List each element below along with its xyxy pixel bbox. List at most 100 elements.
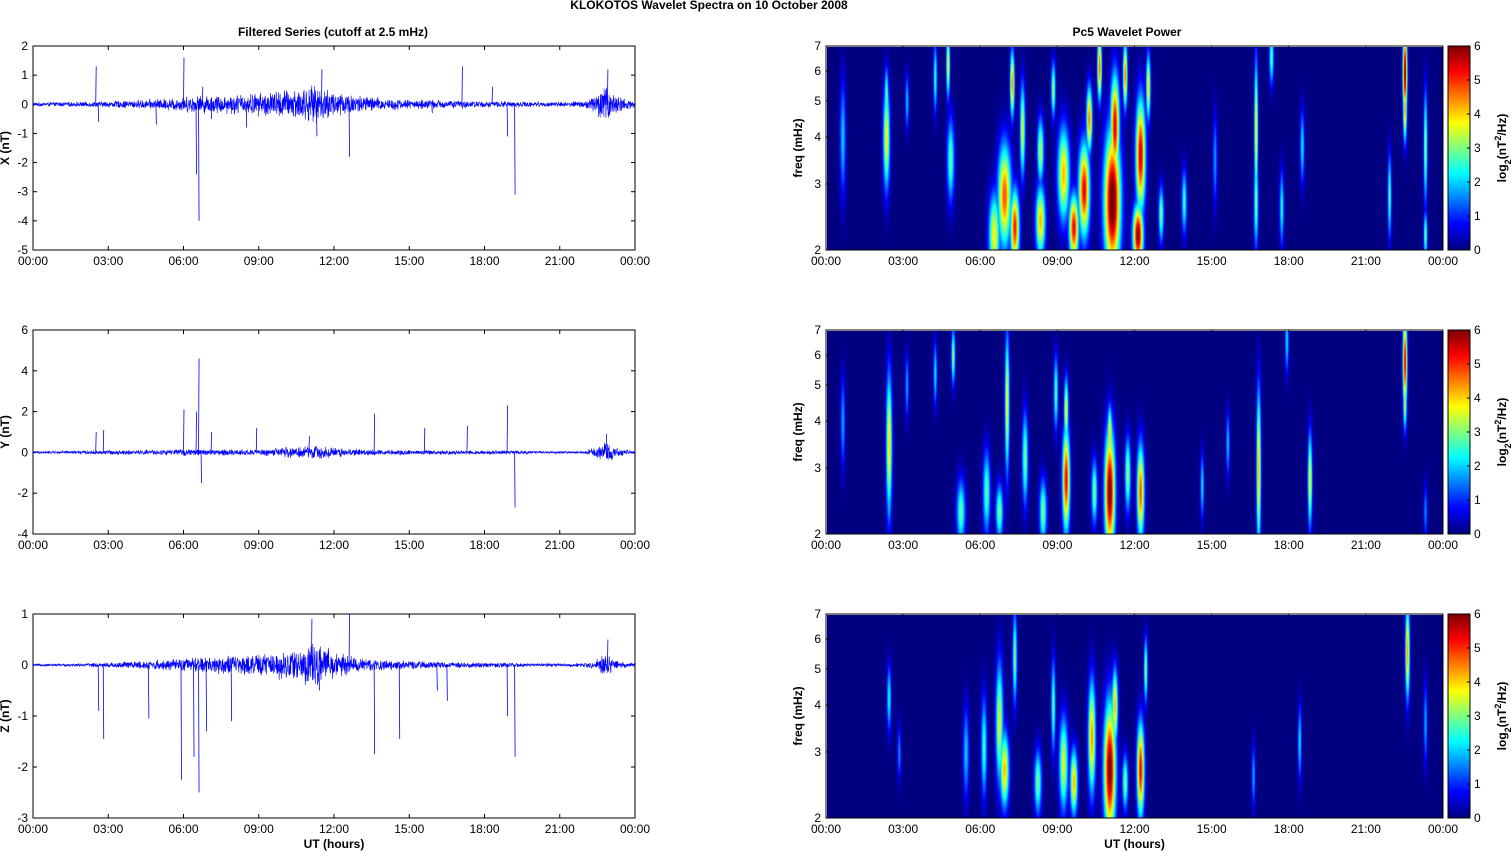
y-tick-label: 2: [814, 527, 821, 541]
colorbar-tick-label: 6: [1474, 39, 1481, 53]
series-spike: [180, 664, 182, 780]
x-axis-label: UT (hours): [304, 837, 365, 851]
y-tick-label: 4: [814, 130, 821, 144]
y-tick-label: 4: [814, 698, 821, 712]
colorbar-label: log2(nT2/Hz): [1493, 114, 1511, 183]
x-tick-label: 00:00: [1428, 254, 1458, 268]
x-tick-label: 09:00: [1042, 822, 1072, 836]
y-tick-label: -2: [17, 156, 28, 170]
x-tick-label: 03:00: [93, 254, 123, 268]
series-spike: [155, 104, 157, 125]
series-spike: [95, 66, 97, 105]
x-tick-label: 21:00: [1351, 254, 1381, 268]
colorbar-tick-label: 3: [1474, 425, 1481, 439]
y-tick-label: -2: [17, 760, 28, 774]
series-spike: [97, 664, 100, 711]
colorbar-tick-label: 0: [1474, 811, 1481, 825]
x-tick-label: 00:00: [811, 254, 841, 268]
series-spike: [147, 664, 150, 719]
series-spike: [491, 86, 493, 105]
x-axis-label: UT (hours): [1104, 837, 1165, 851]
filtered-series-line: [32, 442, 636, 460]
x-tick-label: 12:00: [1119, 254, 1149, 268]
series-spike: [607, 69, 609, 105]
series-spike: [514, 104, 516, 195]
x-tick-label: 00:00: [811, 538, 841, 552]
colorbar-tick-label: 4: [1474, 107, 1481, 121]
x-tick-label: 00:00: [620, 254, 650, 268]
x-tick-label: 09:00: [244, 822, 274, 836]
colorbar: 0 1 2 3 4 5 6 log2(nT2/Hz): [1447, 39, 1511, 257]
colorbar-label: log2(nT2/Hz): [1493, 398, 1511, 467]
series-spike: [97, 104, 100, 122]
x-tick-label: 18:00: [1274, 254, 1304, 268]
series-spike: [245, 104, 248, 128]
x-tick-label: 21:00: [1351, 538, 1381, 552]
x-tick-label: 15:00: [394, 822, 424, 836]
series-spike: [431, 104, 433, 114]
colorbar-tick-label: 5: [1474, 357, 1481, 371]
colorbar-tick-label: 1: [1474, 493, 1481, 507]
y-tick-label: 2: [21, 405, 28, 419]
x-tick-label: 12:00: [319, 822, 349, 836]
colorbar-tick-label: 1: [1474, 777, 1481, 791]
x-tick-label: 15:00: [394, 538, 424, 552]
series-axes-frame: [32, 45, 636, 251]
x-tick-label: 21:00: [1351, 822, 1381, 836]
colorbar-tick-label: 3: [1474, 141, 1481, 155]
series-panel-x: 00:00 03:00 06:00 09:00 12:00 15:00 18:00 21:00…: [0, 39, 650, 268]
y-tick-label: 4: [814, 414, 821, 428]
colorbar-gradient: [1448, 614, 1470, 818]
x-tick-label: 06:00: [965, 822, 995, 836]
series-spike: [373, 413, 376, 453]
series-spike: [193, 664, 195, 757]
y-tick-label: 6: [814, 632, 821, 646]
x-tick-label: 03:00: [93, 538, 123, 552]
colorbar-tick-label: 6: [1474, 323, 1481, 337]
spectrum-frame-overlay: [825, 613, 1444, 819]
series-spike: [198, 358, 200, 453]
series-spike: [514, 664, 516, 757]
series-spike: [200, 452, 202, 484]
y-tick-label: 0: [21, 658, 28, 672]
spectrum-frame-overlay: [825, 45, 1444, 251]
y-tick-label: 5: [814, 662, 821, 676]
y-tick-label: 7: [814, 607, 821, 621]
y-tick-label: 7: [814, 39, 821, 53]
series-spike: [255, 427, 258, 453]
filtered-series-line: [32, 643, 636, 686]
y-tick-label: 1: [21, 607, 28, 621]
series-axes-frame: [32, 613, 636, 819]
y-tick-label: 7: [814, 323, 821, 337]
y-tick-label: -5: [17, 243, 28, 257]
x-tick-label: 00:00: [1428, 538, 1458, 552]
colorbar-tick-label: 2: [1474, 459, 1481, 473]
series-spike: [436, 664, 438, 691]
series-spike: [183, 57, 185, 105]
wavelet-power-heatmap: [826, 46, 1443, 250]
series-spike: [318, 664, 320, 691]
colorbar-tick-label: 5: [1474, 641, 1481, 655]
series-spike: [230, 664, 233, 722]
y-axis-label: freq (mHz): [791, 118, 805, 177]
series-spike: [514, 452, 516, 508]
series-spike: [321, 69, 323, 105]
series-spike: [198, 104, 200, 221]
x-tick-label: 18:00: [469, 538, 499, 552]
y-tick-label: -4: [17, 214, 28, 228]
y-tick-label: 2: [814, 243, 821, 257]
colorbar-tick-label: 0: [1474, 243, 1481, 257]
y-tick-label: 3: [814, 177, 821, 191]
series-spike: [210, 431, 212, 453]
series-spike: [198, 664, 200, 793]
y-tick-label: -1: [17, 709, 28, 723]
x-tick-label: 00:00: [811, 822, 841, 836]
y-tick-label: -3: [17, 811, 28, 825]
spectrum-panel-z: 00:00 03:00 06:00 09:00 12:00 15:00 18:00 21:00…: [791, 607, 1511, 851]
x-tick-label: 00:00: [18, 254, 48, 268]
series-spike: [506, 405, 508, 453]
colorbar: 0 1 2 3 4 5 6 log2(nT2/Hz): [1447, 323, 1511, 541]
x-tick-label: 18:00: [469, 254, 499, 268]
y-tick-label: 4: [21, 364, 28, 378]
series-spike: [466, 425, 468, 453]
